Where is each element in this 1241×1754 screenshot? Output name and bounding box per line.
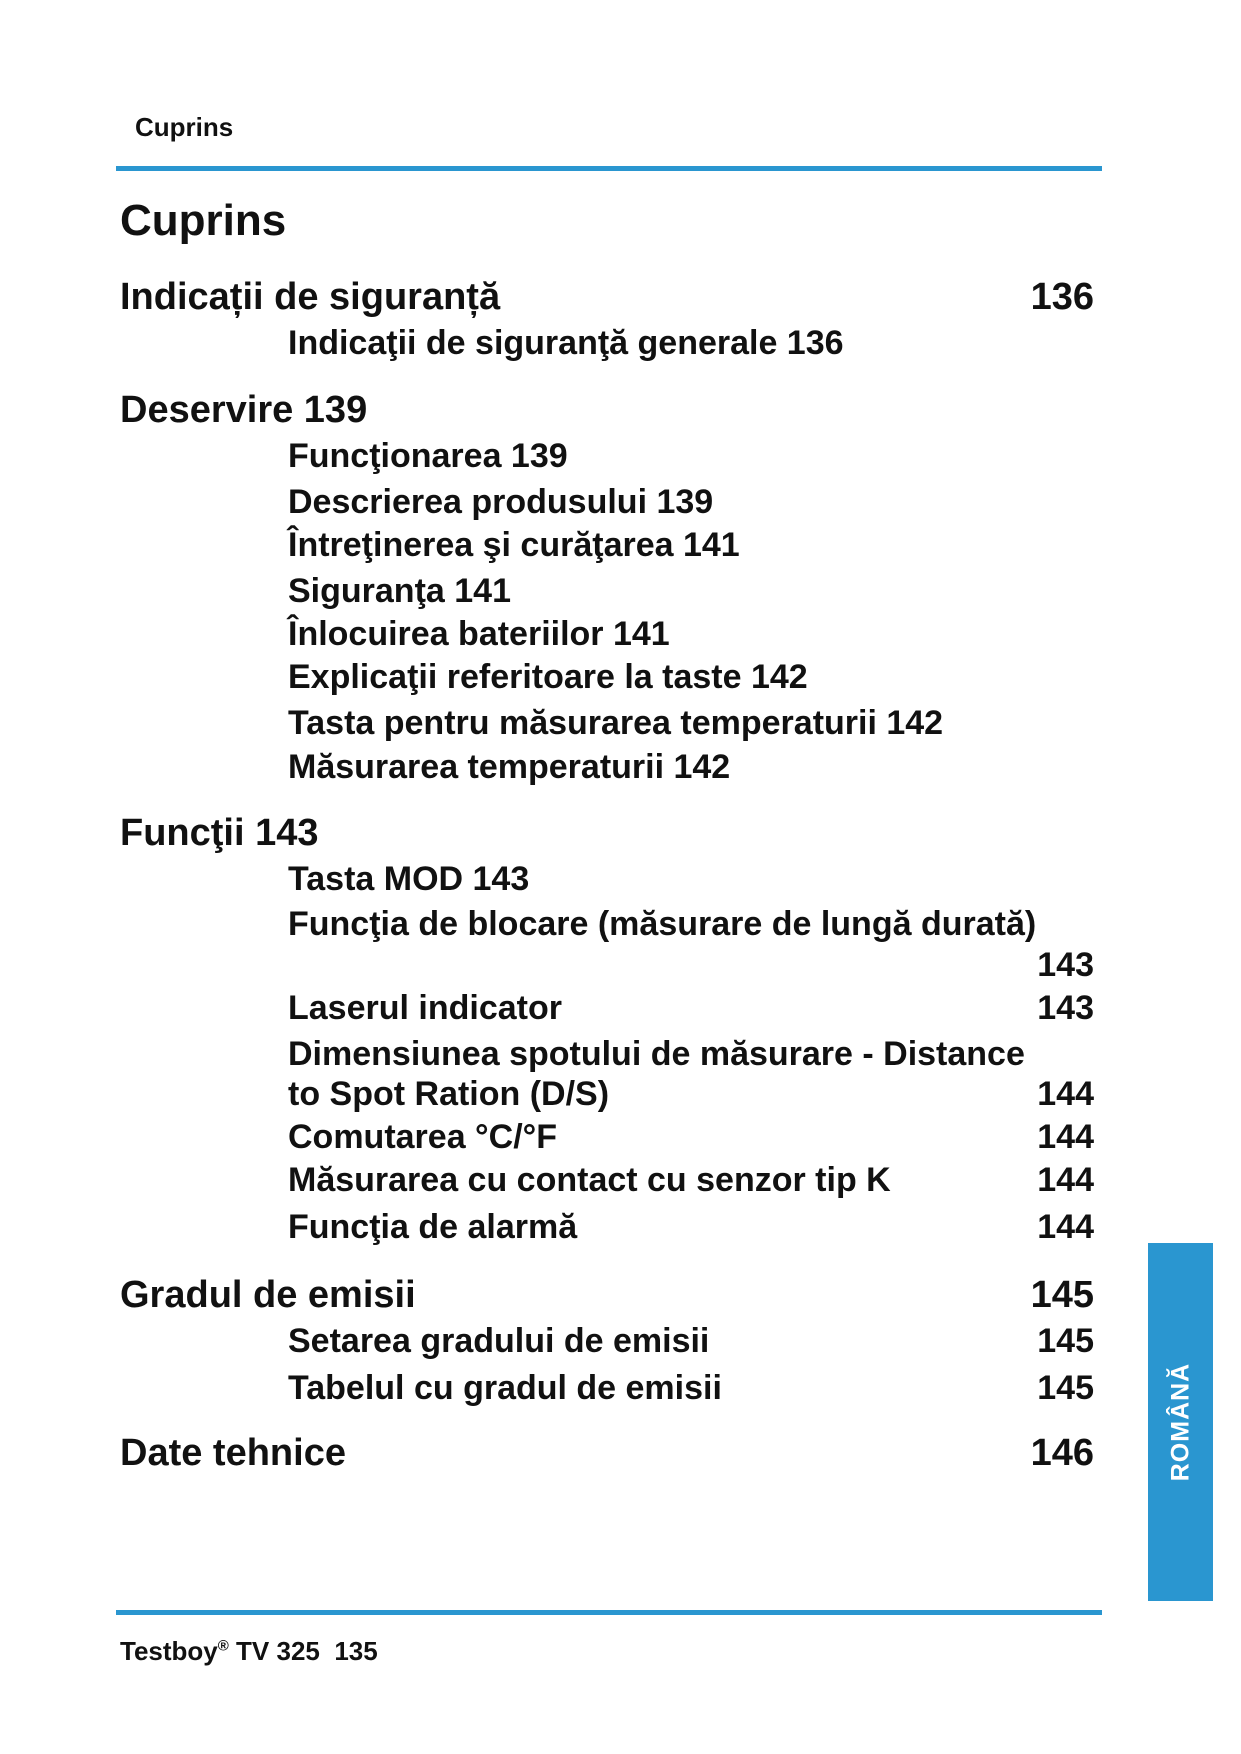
toc-item-spot-size-line1[interactable]: Dimensiunea spotului de măsurare - Dista… [288, 1035, 1025, 1073]
toc-item-functioning[interactable]: Funcţionarea 139 [288, 437, 568, 475]
toc-item-mod-key[interactable]: Tasta MOD 143 [288, 860, 530, 898]
language-tab[interactable]: ROMÂNĂ [1148, 1243, 1213, 1601]
toc-item-fuse[interactable]: Siguranţa 141 [288, 572, 511, 610]
footer: Testboy® TV 325 135 [120, 1636, 378, 1667]
toc-item-contact-measurement-page: 144 [1037, 1161, 1094, 1199]
running-header: Cuprins [135, 112, 234, 142]
toc-section-safety-page: 136 [1030, 276, 1094, 318]
footer-model-page: TV 325 135 [228, 1636, 378, 1666]
toc-section-emissivity-page: 145 [1030, 1274, 1094, 1316]
toc-section-technical-data-page: 146 [1030, 1432, 1094, 1474]
toc-item-battery-replacement[interactable]: Înlocuirea bateriilor 141 [288, 615, 670, 653]
toc-item-laser-pointer[interactable]: Laserul indicator [288, 989, 562, 1027]
toc-item-set-emissivity[interactable]: Setarea gradului de emisii [288, 1322, 710, 1360]
toc-item-key-explanations[interactable]: Explicaţii referitoare la taste 142 [288, 658, 808, 696]
toc-item-unit-switch-page: 144 [1037, 1118, 1094, 1156]
toc-item-unit-switch[interactable]: Comutarea °C/°F [288, 1118, 558, 1156]
header-rule [116, 166, 1102, 171]
toc-section-emissivity[interactable]: Gradul de emisii [120, 1274, 416, 1316]
footer-rule [116, 1610, 1102, 1615]
toc-item-spot-size-line2[interactable]: to Spot Ration (D/S) [288, 1075, 610, 1113]
page-title: Cuprins [120, 196, 287, 245]
footer-brand: Testboy [120, 1636, 218, 1666]
toc-item-temperature-measurement[interactable]: Măsurarea temperaturii 142 [288, 748, 731, 786]
toc-item-emissivity-table-page: 145 [1037, 1369, 1094, 1407]
toc-item-laser-pointer-page: 143 [1037, 989, 1094, 1027]
registered-mark: ® [217, 1637, 229, 1655]
toc-item-lock-function-page: 143 [1037, 946, 1094, 984]
toc-item-set-emissivity-page: 145 [1037, 1322, 1094, 1360]
toc-item-general-safety[interactable]: Indicaţii de siguranţă generale 136 [288, 324, 844, 362]
toc-item-maintenance-cleaning[interactable]: Întreţinerea şi curăţarea 141 [288, 526, 740, 564]
toc-section-safety[interactable]: Indicații de siguranță [120, 276, 501, 318]
toc-item-alarm-function-page: 144 [1037, 1208, 1094, 1246]
toc-item-emissivity-table[interactable]: Tabelul cu gradul de emisii [288, 1369, 722, 1407]
toc-item-product-description[interactable]: Descrierea produsului 139 [288, 483, 714, 521]
toc-item-temperature-key[interactable]: Tasta pentru măsurarea temperaturii 142 [288, 704, 944, 742]
toc-section-technical-data[interactable]: Date tehnice [120, 1432, 346, 1474]
language-tab-label: ROMÂNĂ [1166, 1362, 1194, 1482]
toc-section-functions[interactable]: Funcţii 143 [120, 812, 319, 854]
toc-section-operation[interactable]: Deservire 139 [120, 389, 368, 431]
toc-item-lock-function[interactable]: Funcţia de blocare (măsurare de lungă du… [288, 905, 1037, 943]
toc-item-alarm-function[interactable]: Funcţia de alarmă [288, 1208, 578, 1246]
toc-item-spot-size-page: 144 [1037, 1075, 1094, 1113]
toc-item-contact-measurement[interactable]: Măsurarea cu contact cu senzor tip K [288, 1161, 891, 1199]
